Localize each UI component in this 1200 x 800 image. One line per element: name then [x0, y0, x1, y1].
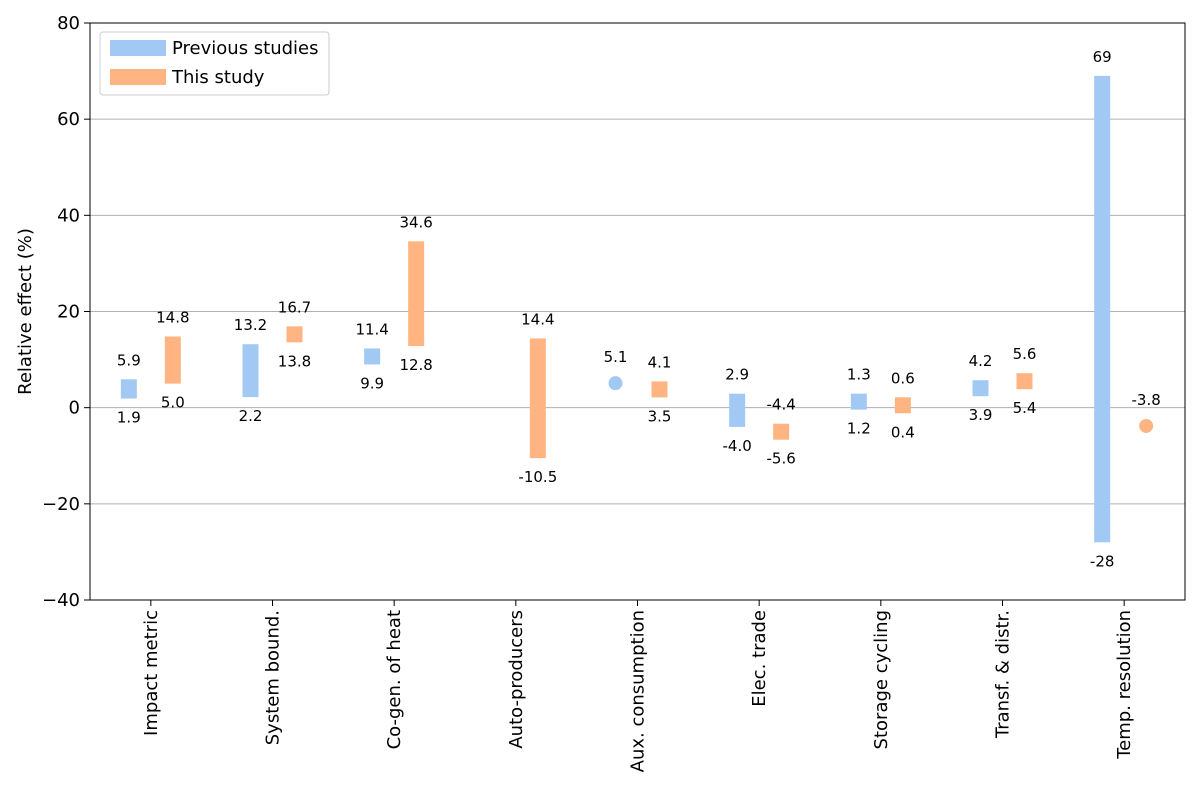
value-label-top: 14.8 [156, 309, 189, 327]
y-axis-title: Relative effect (%) [15, 228, 36, 395]
value-label-top: 14.4 [521, 310, 554, 328]
legend-swatch-previous [110, 40, 166, 56]
range-bar [286, 326, 303, 343]
range-bar [729, 393, 746, 427]
value-label-top: 13.2 [234, 316, 267, 334]
y-tick-label: 0 [69, 398, 80, 419]
y-tick-label: 20 [57, 302, 80, 323]
range-bar [1094, 75, 1111, 543]
value-label-bottom: 5.0 [161, 394, 185, 412]
range-bar [773, 423, 790, 440]
range-bar [972, 380, 989, 397]
value-label-bottom: 0.4 [891, 423, 915, 441]
value-label-top: 1.3 [847, 366, 871, 384]
value-labels: 5.9 1.9 13.2 2.2 11.4 9.9 5.1 2.9 -4.0 1.3 1.2 4.2 3… [117, 48, 1161, 570]
value-label-top: 2.9 [725, 366, 749, 384]
range-bar [120, 379, 137, 399]
range-bar [242, 344, 259, 398]
gridlines [90, 118, 1185, 505]
x-axis-ticks: Impact metric System bound. Co-gen. of hea… [141, 600, 1135, 772]
value-label-bottom: 3.5 [648, 407, 672, 425]
value-label-top: 0.6 [891, 369, 915, 387]
value-label-top: 4.2 [969, 352, 993, 370]
y-tick-label: 80 [57, 13, 80, 34]
value-label-bottom: 1.2 [847, 420, 871, 438]
x-tick-label: System bound. [263, 610, 284, 745]
x-tick-label: Auto-producers [506, 610, 527, 749]
value-label-bottom: 5.4 [1013, 399, 1037, 417]
value-label-bottom: 13.8 [278, 352, 311, 370]
value-label-bottom: 1.9 [117, 409, 141, 427]
value-label-top: 11.4 [355, 320, 388, 338]
range-bar [651, 381, 668, 398]
x-tick-label: Elec. trade [749, 610, 770, 707]
value-label-top: 5.6 [1013, 345, 1037, 363]
value-label-top: 34.6 [399, 213, 432, 231]
legend-label-this-study: This study [171, 67, 265, 88]
value-label-bottom: 3.9 [969, 406, 993, 424]
range-bar [529, 338, 546, 459]
x-tick-label: Transf. & distr. [993, 610, 1014, 739]
x-tick-label: Impact metric [141, 610, 162, 736]
range-bar [850, 393, 867, 410]
value-label-bottom: 2.2 [239, 407, 263, 425]
x-tick-label: Temp. resolution [1114, 610, 1135, 760]
value-label-bottom: 9.9 [360, 374, 384, 392]
range-bar [894, 397, 911, 414]
value-label-top: 16.7 [278, 298, 311, 316]
legend-swatch-this-study [110, 69, 166, 85]
legend: Previous studies This study [99, 31, 330, 96]
value-label-top: 5.9 [117, 351, 141, 369]
y-tick-label: 40 [57, 205, 80, 226]
y-tick-label: −40 [42, 590, 80, 611]
value-label-bottom: -5.6 [767, 450, 796, 468]
bars [120, 75, 1154, 543]
x-tick-label: Co-gen. of heat [384, 610, 405, 749]
x-tick-label: Storage cycling [871, 610, 892, 749]
value-label-top: 69 [1093, 48, 1112, 66]
y-tick-label: −20 [42, 494, 80, 515]
value-label-top: -4.4 [767, 396, 796, 414]
range-bar [164, 336, 181, 384]
value-label-bottom: 12.8 [399, 356, 432, 374]
point-marker [608, 376, 623, 391]
value-label-bottom: -28 [1090, 552, 1115, 570]
y-axis-ticks: −40 −20 0 20 40 60 80 [42, 13, 90, 611]
value-label-top: 5.1 [604, 348, 628, 366]
legend-label-previous: Previous studies [172, 38, 319, 59]
value-label-top: -3.8 [1132, 391, 1161, 409]
x-tick-label: Aux. consumption [628, 610, 649, 772]
range-bar [364, 348, 381, 365]
point-marker [1139, 418, 1154, 433]
range-bar [1016, 373, 1033, 390]
range-bar [408, 241, 425, 347]
value-label-bottom: -10.5 [518, 468, 557, 486]
y-tick-label: 60 [57, 109, 80, 130]
value-label-top: 4.1 [648, 353, 672, 371]
value-label-bottom: -4.0 [723, 437, 752, 455]
